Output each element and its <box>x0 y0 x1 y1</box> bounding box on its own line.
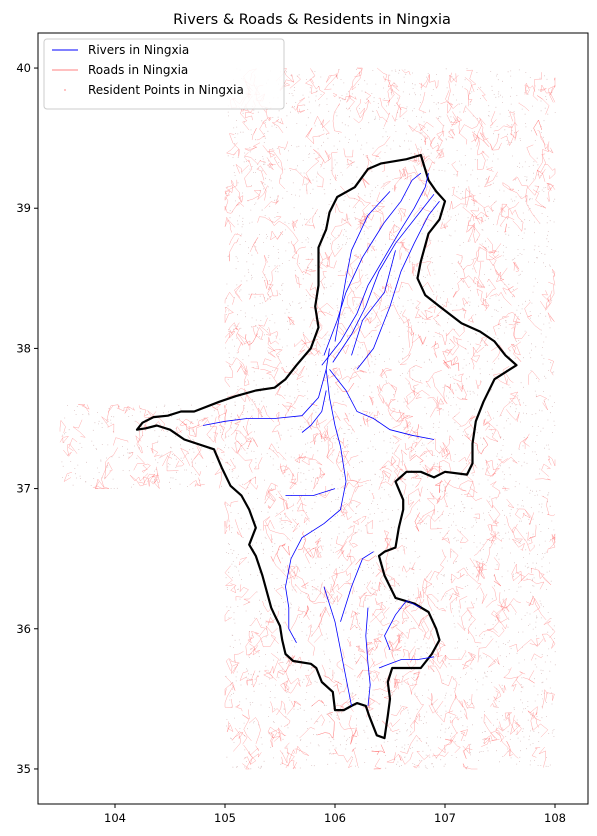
river-5 <box>285 369 347 643</box>
y-tick-label: 38 <box>16 341 31 355</box>
river-6 <box>301 390 327 433</box>
x-tick-label: 104 <box>104 811 126 825</box>
legend-box <box>43 38 285 110</box>
y-tick-label: 40 <box>16 61 31 75</box>
y-tick-label: 36 <box>16 622 31 636</box>
river-15 <box>351 250 396 356</box>
plot-area <box>37 32 589 805</box>
roads <box>59 67 556 770</box>
river-13 <box>356 200 440 370</box>
river-3 <box>340 551 374 622</box>
river-7 <box>285 488 336 497</box>
river-10 <box>321 173 429 366</box>
chart-title: Rivers & Roads & Residents in Ningxia <box>173 12 451 28</box>
legend-swatch-2 <box>64 89 66 91</box>
y-tick-label: 35 <box>16 762 31 776</box>
river-11 <box>323 172 422 356</box>
river-14 <box>334 191 391 342</box>
river-1 <box>365 607 371 706</box>
x-tick-label: 108 <box>544 811 566 825</box>
rivers-layer <box>202 172 440 706</box>
legend-label-1: Roads in Ningxia <box>88 63 188 77</box>
y-tick-label: 39 <box>16 201 31 215</box>
x-axis: 104 105 106 107 108 <box>104 804 566 825</box>
ningxia-boundary-layer <box>135 153 518 740</box>
y-axis: 35 36 37 38 39 40 <box>16 61 38 776</box>
legend-label-2: Resident Points in Ningxia <box>88 83 244 97</box>
river-8 <box>329 369 435 440</box>
x-tick-label: 107 <box>434 811 456 825</box>
x-tick-label: 105 <box>214 811 236 825</box>
river-4 <box>384 600 421 650</box>
ningxia-boundary <box>135 153 518 740</box>
y-tick-label: 37 <box>16 482 31 496</box>
river-12 <box>332 193 435 363</box>
legend-label-0: Rivers in Ningxia <box>88 43 189 57</box>
roads-layer <box>59 67 556 770</box>
axes-frame <box>37 32 589 805</box>
river-0 <box>378 656 435 669</box>
river-2 <box>323 586 352 706</box>
x-tick-label: 106 <box>324 811 346 825</box>
river-9 <box>202 348 330 426</box>
legend: Rivers in Ningxia Roads in Ningxia Residen… <box>43 38 285 110</box>
